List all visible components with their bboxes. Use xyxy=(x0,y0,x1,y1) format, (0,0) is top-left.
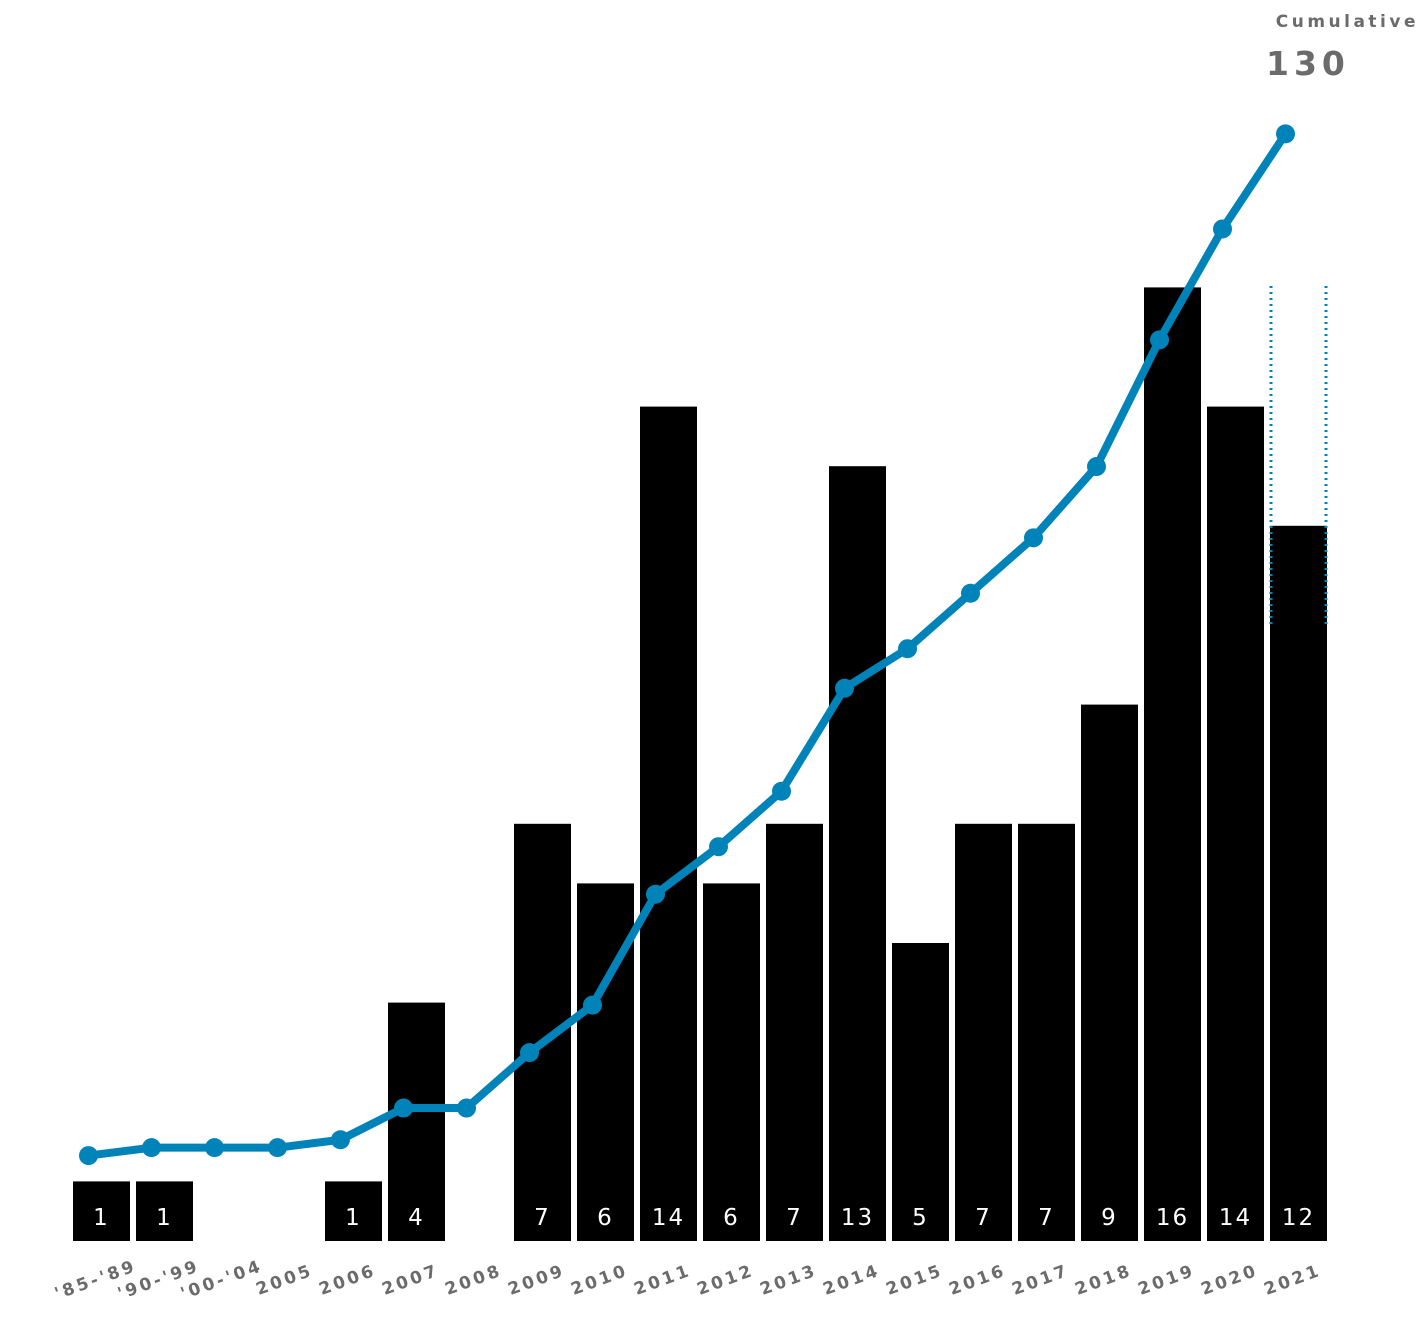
bar-value-label: 16 xyxy=(1156,1205,1189,1231)
bar-2016 xyxy=(955,823,1012,1241)
bar-value-label: 5 xyxy=(912,1205,929,1231)
x-tick-label: 2015 xyxy=(883,1261,946,1300)
bar-2006 xyxy=(325,1181,382,1241)
cumulative-value: 130 xyxy=(1266,44,1350,83)
bar-2017 xyxy=(1018,823,1075,1241)
bar-value-label: 6 xyxy=(723,1205,740,1231)
cumulative-point-2019 xyxy=(1150,330,1169,350)
bar-2010 xyxy=(577,883,634,1241)
bar-value-label: 1 xyxy=(345,1205,362,1231)
bar-value-label: 7 xyxy=(786,1205,803,1231)
bar-value-label: 14 xyxy=(1219,1205,1252,1231)
bar-value-label: 7 xyxy=(534,1205,551,1231)
cumulative-point-2009 xyxy=(520,1043,539,1063)
bar-2014 xyxy=(829,466,886,1241)
x-tick-label: 2006 xyxy=(316,1261,379,1300)
bar-2018 xyxy=(1081,704,1138,1241)
x-tick-label: 2007 xyxy=(379,1261,442,1300)
cumulative-point-2016 xyxy=(961,583,980,603)
x-tick-label: 2005 xyxy=(253,1261,316,1300)
x-tick-label: 2019 xyxy=(1135,1261,1198,1300)
x-tick-label: 2012 xyxy=(694,1261,757,1300)
cumulative-point-2020 xyxy=(1213,219,1232,239)
cumulative-point-2007 xyxy=(394,1098,413,1118)
x-tick-label: 2014 xyxy=(820,1261,883,1300)
x-tick-label: 2010 xyxy=(568,1261,631,1300)
x-tick-label: 2018 xyxy=(1072,1261,1135,1300)
cumulative-point-2018 xyxy=(1087,457,1106,477)
bar-value-label: 7 xyxy=(975,1205,992,1231)
cumulative-point-2005 xyxy=(268,1138,287,1158)
cumulative-point-2014 xyxy=(835,678,854,698)
x-tick-label: 2021 xyxy=(1261,1261,1324,1300)
cumulative-point-'90-'99 xyxy=(142,1138,161,1158)
cumulative-line-group xyxy=(79,124,1295,1166)
cumulative-point-2010 xyxy=(583,995,602,1015)
cumulative-point-2017 xyxy=(1024,528,1043,548)
cumulative-point-2021 xyxy=(1276,124,1295,144)
cumulative-point-'00-'04 xyxy=(205,1138,224,1158)
cumulative-point-2013 xyxy=(772,781,791,801)
x-tick-label: 2009 xyxy=(505,1261,568,1300)
cumulative-point-'85-'89 xyxy=(79,1146,98,1166)
bar-value-label: 13 xyxy=(841,1205,874,1231)
bar-value-label: 1 xyxy=(156,1205,173,1231)
x-tick-label: 2020 xyxy=(1198,1261,1261,1300)
bar-2013 xyxy=(766,823,823,1241)
cumulative-point-2008 xyxy=(457,1098,476,1118)
cumulative-point-2011 xyxy=(646,884,665,904)
bar-2015 xyxy=(892,943,949,1241)
bar-value-label: 9 xyxy=(1101,1205,1118,1231)
bar-value-label: 7 xyxy=(1038,1205,1055,1231)
x-tick-label: 2017 xyxy=(1009,1261,1072,1300)
x-tick-label: 2011 xyxy=(631,1261,694,1300)
cumulative-label: Cumulative xyxy=(1275,12,1419,32)
bar-2012 xyxy=(703,883,760,1241)
bar-2020 xyxy=(1207,406,1264,1242)
x-tick-label: 2013 xyxy=(757,1261,820,1300)
bar-'85-'89 xyxy=(73,1181,130,1241)
bars-group: 1 1 1 4 7 6 14 6 7 13 5 7 7 9 16 14 12 xyxy=(73,287,1327,1242)
cumulative-line xyxy=(84,129,1290,1160)
bar-value-label: 14 xyxy=(652,1205,685,1231)
bar-2019 xyxy=(1144,287,1201,1241)
cumulative-point-2015 xyxy=(898,639,917,659)
bar-value-label: 1 xyxy=(93,1205,110,1231)
cumulative-point-2012 xyxy=(709,837,728,857)
cumulative-point-2006 xyxy=(331,1130,350,1150)
bar-value-label: 4 xyxy=(408,1205,425,1231)
bar-2011 xyxy=(640,406,697,1242)
x-tick-label: 2016 xyxy=(946,1261,1009,1300)
x-tick-label: 2008 xyxy=(442,1261,505,1300)
bar-2007 xyxy=(388,1002,445,1241)
bar-'90-'99 xyxy=(136,1181,193,1241)
bar-value-label: 6 xyxy=(597,1205,614,1231)
bar-value-label: 12 xyxy=(1282,1205,1315,1231)
bar-2021 xyxy=(1270,525,1327,1241)
